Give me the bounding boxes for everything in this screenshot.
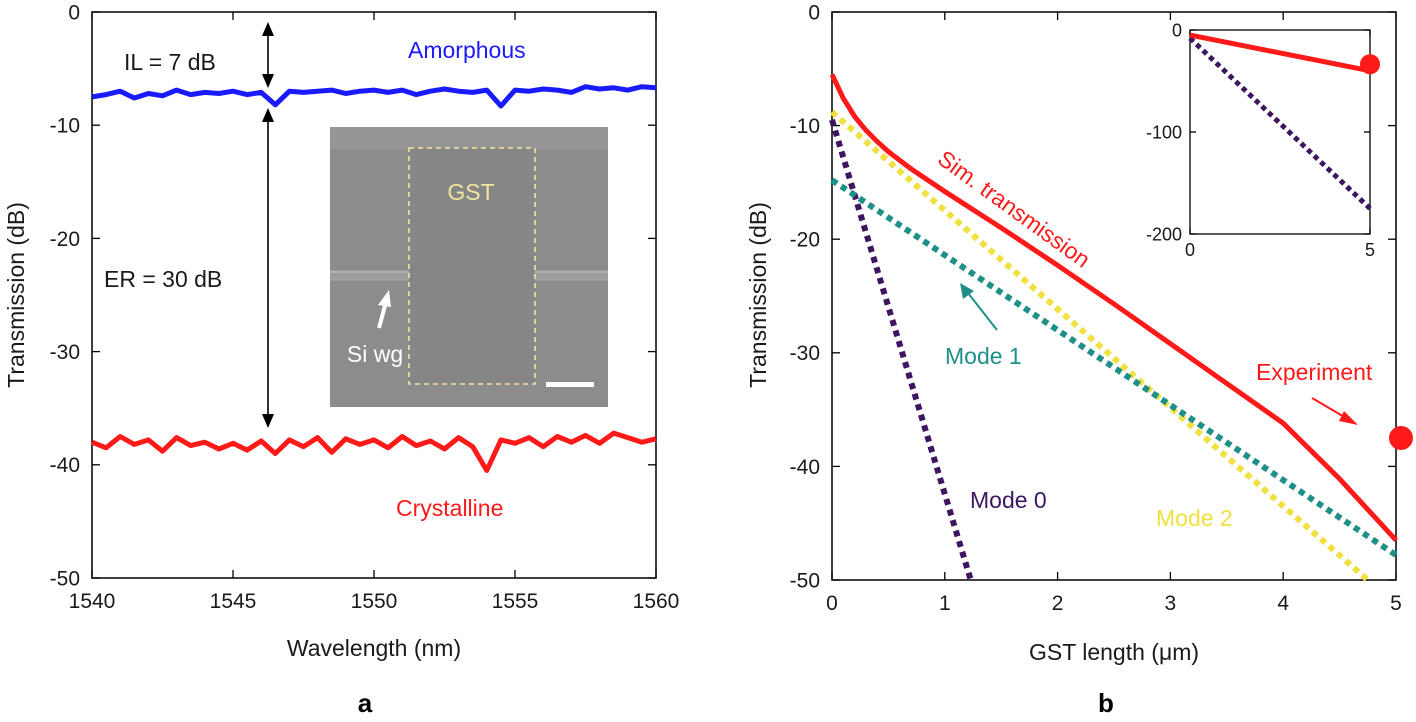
- panel-a-y-tick-label: -50: [50, 567, 80, 590]
- inset-y-tick-labels: 0 -100 -200: [1146, 20, 1182, 244]
- experiment-point: [1389, 426, 1413, 450]
- panel-a-x-tick-labels: 1540 1545 1550 1555 1560: [69, 590, 680, 613]
- experiment-arrow: [1311, 397, 1358, 425]
- panel-b-x-tick-label: 3: [1165, 592, 1177, 615]
- panel-b-y-tick-labels: 0 -10 -20 -30 -40 -50: [790, 1, 820, 592]
- mode-1-label: Mode 1: [945, 343, 1022, 369]
- inset-x-tick-label: 5: [1365, 240, 1375, 260]
- inset-y-tick-label: -100: [1146, 122, 1182, 142]
- panel-a-y-axis-label: Transmission (dB): [3, 202, 29, 388]
- gst-label: GST: [447, 179, 494, 205]
- panel-b-x-tick-labels: 0 1 2 3 4 5: [826, 592, 1402, 615]
- mode-1-arrow: [960, 283, 998, 331]
- panel-a-x-tick-label: 1550: [351, 590, 398, 613]
- mode-2-label: Mode 2: [1156, 505, 1233, 531]
- panel-b-y-tick-label: -40: [790, 456, 820, 479]
- panel-b-x-tick-label: 4: [1277, 592, 1289, 615]
- inset-x-tick-label: 0: [1185, 240, 1195, 260]
- sem-inset-top-strip: [330, 127, 608, 149]
- panel-a-ticks: [91, 11, 657, 579]
- panel-a-x-tick-label: 1540: [69, 590, 116, 613]
- panel-b-x-tick-label: 0: [826, 592, 838, 615]
- sem-inset-image: GST Si wg: [330, 127, 608, 407]
- scale-bar: [546, 382, 594, 387]
- panel-a-x-tick-label: 1555: [492, 590, 539, 613]
- panel-a-y-tick-label: -40: [50, 454, 80, 477]
- panel-b-x-tick-label: 2: [1052, 592, 1064, 615]
- panel-a-y-tick-label: 0: [68, 1, 80, 24]
- crystalline-label: Crystalline: [396, 495, 503, 521]
- panel-b-y-tick-label: -50: [790, 569, 820, 592]
- inset-y-tick-label: -200: [1146, 224, 1182, 244]
- panel-b-y-tick-label: 0: [808, 1, 820, 24]
- panel-a-y-tick-label: -20: [50, 228, 80, 251]
- inset-ticks: [1189, 29, 1371, 235]
- panel-b-y-tick-label: -10: [790, 115, 820, 138]
- panel-b-x-tick-label: 1: [939, 592, 951, 615]
- panel-a-x-axis-label: Wavelength (nm): [287, 635, 461, 661]
- panel-a-y-tick-labels: 0 -10 -20 -30 -40 -50: [50, 1, 80, 590]
- panel-a-y-tick-label: -30: [50, 341, 80, 364]
- mode-0-series-line: [829, 119, 974, 581]
- panel-a-x-tick-label: 1560: [633, 590, 680, 613]
- panel-a-label: a: [358, 688, 373, 718]
- panel-a-x-tick-label: 1545: [210, 590, 257, 613]
- panel-b-y-axis-label: Transmission (dB): [745, 202, 771, 388]
- er-label: ER = 30 dB: [104, 266, 222, 292]
- inset-frame: [1189, 29, 1371, 235]
- il-label: IL = 7 dB: [124, 49, 216, 75]
- panel-b-y-tick-label: -30: [790, 342, 820, 365]
- crystalline-series-line: [91, 430, 657, 473]
- experiment-label: Experiment: [1256, 359, 1373, 385]
- amorphous-series-line: [91, 84, 657, 109]
- amorphous-label: Amorphous: [408, 37, 526, 63]
- panel-b-x-axis-label: GST length (μm): [1029, 639, 1199, 665]
- sim-transmission-series-line: [829, 73, 1398, 542]
- panel-b-label: b: [1098, 688, 1114, 718]
- sim-transmission-label: Sim. transmission: [933, 145, 1095, 273]
- inset-y-tick-label: 0: [1172, 20, 1182, 40]
- panel-b-y-tick-label: -20: [790, 229, 820, 252]
- panel-a-y-tick-label: -10: [50, 115, 80, 138]
- mode-1-series-line: [830, 177, 1398, 558]
- si-wg-arrow: [377, 290, 391, 329]
- mode-2-series-line: [830, 109, 1370, 583]
- panel-b-x-tick-label: 5: [1390, 592, 1402, 615]
- si-wg-label: Si wg: [347, 341, 403, 367]
- inset-sim-line: [1189, 32, 1371, 74]
- mode-0-label: Mode 0: [970, 487, 1047, 513]
- inset-experiment-point: [1360, 54, 1380, 75]
- er-arrow: [262, 108, 274, 428]
- il-arrow: [262, 22, 274, 88]
- panel-a-chart: 0 -10 -20 -30 -40 -50 1540 1545 1550 1555 1560 Wa…: [3, 1, 679, 718]
- gst-region-outline: [408, 147, 536, 385]
- panel-b-frame: [831, 11, 1397, 581]
